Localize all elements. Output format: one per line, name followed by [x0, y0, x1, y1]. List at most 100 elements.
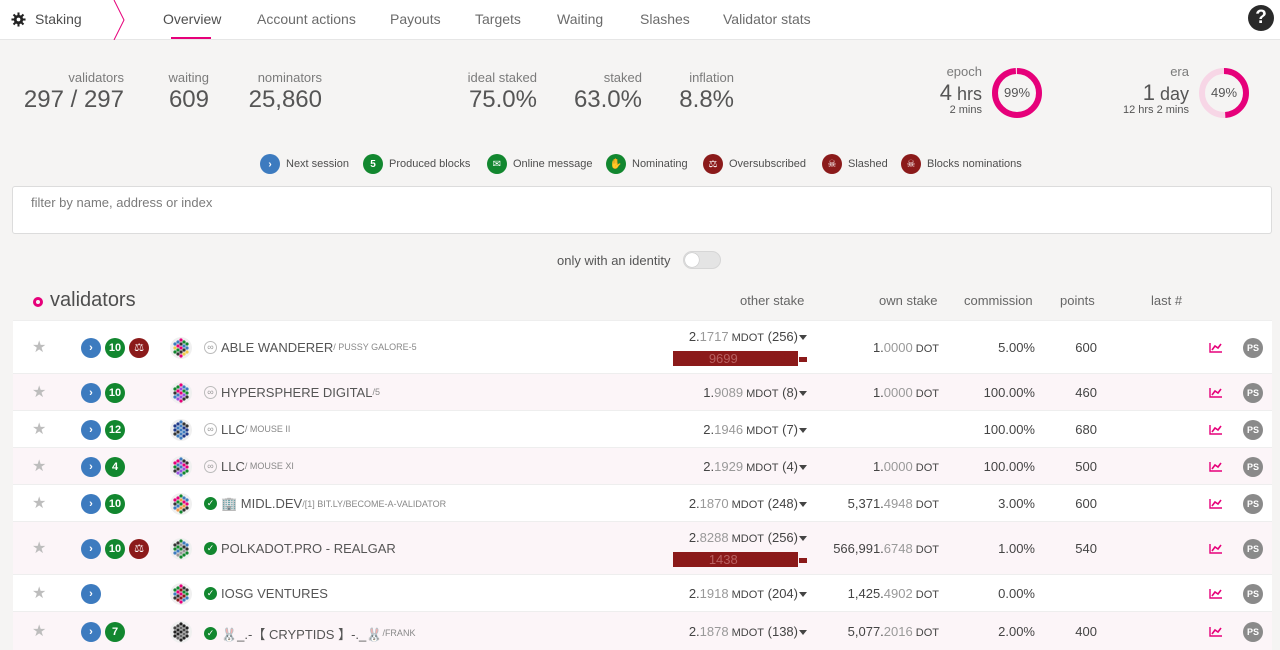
header-points[interactable]: points — [1060, 293, 1095, 308]
validator-name[interactable]: ∞ HYPERSPHERE DIGITAL/5 — [204, 385, 380, 400]
other-stake-mdot: 1.9089 MDOT (8) — [703, 385, 798, 400]
validator-name[interactable]: ∞ LLC / MOUSE II — [204, 422, 290, 437]
header-commission[interactable]: commission — [964, 293, 1033, 308]
expand-caret-icon[interactable] — [799, 464, 807, 470]
validator-name[interactable]: ✓ POLKADOT.PRO - REALGAR — [204, 541, 396, 556]
expand-caret-icon[interactable] — [799, 591, 807, 597]
header-last-block[interactable]: last # — [1151, 293, 1183, 308]
identicon-avatar[interactable] — [170, 492, 192, 515]
tab-overview[interactable]: Overview — [163, 11, 222, 27]
validator-name[interactable]: ✓ IOSG VENTURES — [204, 586, 328, 601]
stake-frac: 8288 — [699, 530, 729, 545]
tab-payouts[interactable]: Payouts — [390, 11, 441, 27]
points-value: 400 — [1075, 623, 1097, 639]
polkastats-icon[interactable]: PS — [1243, 583, 1263, 604]
polkastats-icon[interactable]: PS — [1243, 493, 1263, 514]
expand-caret-icon[interactable] — [799, 427, 807, 433]
expand-caret-icon[interactable] — [799, 558, 807, 563]
identicon-avatar[interactable] — [170, 336, 192, 359]
identicon-avatar[interactable] — [170, 620, 192, 643]
chart-icon[interactable] — [1209, 626, 1223, 637]
chart-icon[interactable] — [1209, 424, 1223, 435]
header-own-stake[interactable]: own stake — [879, 293, 938, 308]
star-icon[interactable]: ★ — [32, 420, 47, 438]
validator-sub-name: /FRANK — [382, 628, 416, 638]
star-icon[interactable]: ★ — [32, 457, 47, 475]
polkastats-icon[interactable]: PS — [1243, 382, 1263, 403]
star-icon[interactable]: ★ — [32, 383, 47, 401]
expand-caret-icon[interactable] — [799, 536, 807, 541]
chart-icon[interactable] — [1209, 498, 1223, 509]
own-unit: DOT — [912, 626, 939, 639]
link-icon: ∞ — [204, 422, 217, 436]
validator-display-name: 🏢 MIDL.DEV — [221, 495, 303, 511]
epoch-remaining: 4 hrs — [939, 80, 982, 105]
star-icon[interactable]: ★ — [32, 584, 47, 602]
tab-waiting[interactable]: Waiting — [557, 11, 604, 27]
chart-icon[interactable] — [1209, 461, 1223, 472]
stake-int: 2. — [688, 585, 700, 601]
stake-int: 1. — [703, 384, 715, 400]
identicon-avatar[interactable] — [170, 381, 192, 404]
validator-name[interactable]: ∞ ABLE WANDERER / PUSSY GALORE-5 — [204, 340, 417, 355]
tab-targets[interactable]: Targets — [475, 11, 521, 27]
identicon-avatar[interactable] — [170, 582, 192, 605]
commission-value: 0.00% — [998, 585, 1035, 601]
toggle-knob — [685, 253, 699, 267]
table-row: ★ › 10 ⚖ ✓ POLKADOT.PRO - REALGAR 2.8288 MDOT … — [13, 521, 1272, 574]
polkastats-icon[interactable]: PS — [1243, 456, 1263, 477]
stake-frac: 1918 — [699, 585, 729, 601]
legend-produced-blocks: 5 Produced blocks — [363, 153, 470, 175]
chart-icon[interactable] — [1209, 588, 1223, 599]
own-unit: DOT — [912, 461, 939, 474]
star-icon[interactable]: ★ — [32, 338, 47, 356]
identicon-avatar[interactable] — [170, 455, 192, 478]
polkastats-icon[interactable]: PS — [1243, 337, 1263, 358]
stake-int: 2. — [688, 623, 700, 639]
star-icon[interactable]: ★ — [32, 622, 47, 640]
identity-toggle[interactable] — [683, 251, 721, 269]
produced-blocks-badge: 4 — [105, 456, 125, 477]
polkastats-icon[interactable]: PS — [1243, 419, 1263, 440]
validator-name[interactable]: ✓ 🐰_.-【 CRYPTIDS 】-._🐰/FRANK — [204, 624, 415, 643]
stake-unit: MDOT — [743, 387, 779, 400]
polkastats-icon[interactable]: PS — [1243, 538, 1263, 559]
header-other-stake[interactable]: other stake — [740, 293, 805, 308]
commission-value: 100.00% — [983, 421, 1035, 437]
own-unit: DOT — [912, 387, 939, 400]
chart-icon[interactable] — [1209, 342, 1223, 353]
expand-caret-icon[interactable] — [799, 357, 807, 362]
tab-validator-stats[interactable]: Validator stats — [723, 11, 811, 27]
stake-unit: DOT — [737, 354, 765, 366]
epoch-label: epoch — [946, 64, 982, 79]
own-frac: 0000 — [883, 339, 913, 355]
identicon-avatar[interactable] — [170, 537, 192, 560]
chart-icon[interactable] — [1209, 543, 1223, 554]
validator-name[interactable]: ∞ LLC / MOUSE XI — [204, 459, 294, 474]
stake-count: (4) — [778, 458, 798, 474]
filter-input[interactable] — [31, 195, 631, 210]
polkastats-icon[interactable]: PS — [1243, 621, 1263, 642]
table-row: ★ › 10 ⚖ ∞ ABLE WANDERER / PUSSY GALORE-5 2.171… — [13, 320, 1272, 373]
tab-account-actions[interactable]: Account actions — [257, 11, 356, 27]
identicon-avatar[interactable] — [170, 418, 192, 441]
status-legend: › Next session 5 Produced blocks ✉ Onlin… — [0, 153, 1280, 175]
own-stake: 566,991.6748 DOT — [833, 541, 939, 556]
validator-name[interactable]: ✓ 🏢 MIDL.DEV/[1] BIT.LY/BECOME-A-VALIDATO… — [204, 496, 446, 512]
chart-icon[interactable] — [1209, 387, 1223, 398]
expand-caret-icon[interactable] — [799, 629, 807, 635]
expand-caret-icon[interactable] — [799, 501, 807, 507]
tab-slashes[interactable]: Slashes — [640, 11, 690, 27]
section-selector[interactable]: Staking — [0, 0, 126, 40]
stake-frac: 1438 — [708, 552, 738, 567]
commission-value: 100.00% — [983, 384, 1035, 400]
own-stake: 5,077.2016 DOT — [848, 624, 939, 639]
help-icon[interactable]: ? — [1248, 5, 1274, 31]
star-icon[interactable]: ★ — [32, 539, 47, 557]
section-title: Staking — [35, 11, 82, 27]
star-icon[interactable]: ★ — [32, 494, 47, 512]
expand-caret-icon[interactable] — [799, 335, 807, 340]
expand-caret-icon[interactable] — [799, 390, 807, 396]
validator-display-name: ABLE WANDERER — [221, 339, 334, 355]
own-int: 1. — [872, 458, 884, 474]
